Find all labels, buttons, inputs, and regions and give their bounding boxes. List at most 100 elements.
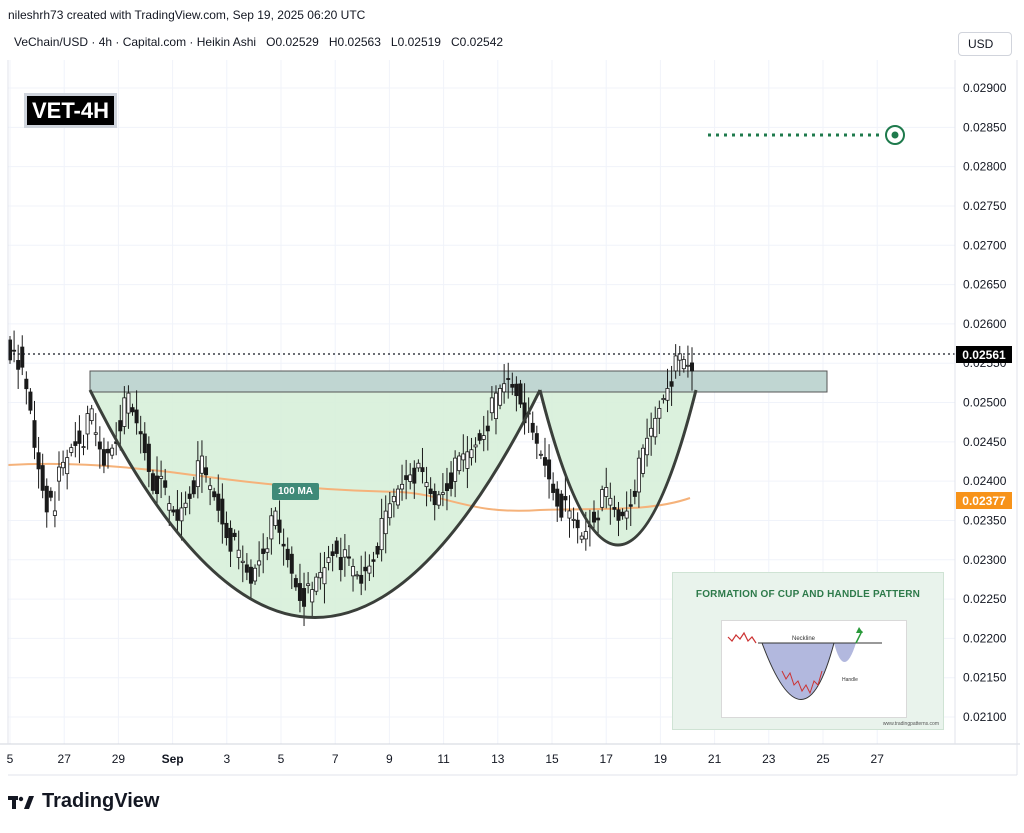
x-tick-label: 17 (600, 752, 614, 766)
x-tick-label: 29 (112, 752, 126, 766)
candle-body (657, 407, 662, 419)
candle-body (481, 435, 486, 440)
candle-body (387, 503, 392, 519)
candle-body (428, 488, 433, 495)
y-tick-label: 0.02850 (963, 120, 1007, 134)
candle-body (159, 475, 164, 479)
candle-body (342, 549, 347, 558)
last-price-badge: 0.02561 (956, 346, 1012, 363)
candle-body (510, 384, 515, 388)
candle-body (183, 502, 188, 508)
close-value: C0.02542 (451, 35, 504, 49)
x-tick-label: 5 (278, 752, 285, 766)
candle-body (367, 565, 372, 574)
candle-body (538, 453, 543, 456)
candle-body (253, 567, 258, 582)
y-tick-label: 0.02900 (963, 81, 1007, 95)
candle-body (322, 567, 327, 585)
candle-body (244, 564, 249, 573)
candle-body (555, 488, 560, 507)
candle-body (138, 431, 143, 435)
candle-body (477, 433, 482, 441)
candle-body (469, 449, 474, 459)
candle-body (12, 349, 17, 352)
candle-body (371, 559, 376, 562)
candle-body (530, 422, 535, 433)
y-axis-ticks: 0.02900 0.02850 0.02800 0.02750 0.02700 0.026… (963, 81, 1007, 724)
y-tick-label: 0.02250 (963, 592, 1007, 606)
inset-neckline-label: Neckline (792, 636, 816, 642)
candle-body (216, 493, 221, 511)
candle-body (65, 457, 70, 475)
candle-body (179, 507, 184, 522)
candle-body (465, 451, 470, 469)
low-value: L0.02519 (390, 35, 441, 49)
candle-body (681, 359, 686, 370)
x-tick-label: 3 (223, 752, 230, 766)
candle-body (612, 507, 617, 510)
y-tick-label: 0.02750 (963, 199, 1007, 213)
candle-body (661, 398, 666, 401)
candle-body (514, 383, 519, 397)
x-tick-label: 13 (491, 752, 505, 766)
candle-body (457, 455, 462, 472)
candle-body (334, 540, 339, 554)
candle-body (567, 510, 572, 519)
candle-body (632, 490, 637, 497)
candle-body (187, 493, 192, 499)
candle-body (297, 583, 302, 601)
inset-cup-handle-diagram: Neckline Handle (727, 627, 882, 700)
candle-body (604, 487, 609, 497)
candle-body (277, 519, 282, 533)
candle-body (669, 381, 674, 387)
high-value: H0.02563 (328, 35, 381, 49)
symbol-description[interactable]: VeChain/USD · 4h · Capital.com · Heikin … (14, 35, 257, 49)
candle-body (44, 485, 49, 513)
candle-body (48, 490, 53, 498)
candle-body (318, 572, 323, 579)
candle-body (485, 425, 490, 432)
x-tick-label: 19 (654, 752, 668, 766)
x-axis-ticks: 5 27 29 Sep 3 5 7 9 11 13 15 17 19 21 23 25 27 (7, 752, 885, 766)
candle-body (314, 576, 319, 592)
candle-body (306, 583, 311, 586)
ma-price-badge: 0.02377 (956, 492, 1012, 509)
candle-body (24, 378, 29, 390)
candle-body (583, 531, 588, 540)
y-tick-label: 0.02800 (963, 160, 1007, 174)
candle-body (326, 557, 331, 563)
candle-body (359, 574, 364, 584)
candle-body (624, 510, 629, 519)
candle-body (106, 448, 111, 454)
y-tick-label: 0.02100 (963, 710, 1007, 724)
currency-button[interactable]: USD (958, 32, 1012, 56)
candle-body (36, 452, 41, 470)
x-tick-label: 21 (708, 752, 722, 766)
candle-body (130, 407, 135, 413)
candle-body (81, 446, 86, 449)
candle-body (175, 509, 180, 521)
candle-body (7, 339, 12, 361)
candle-body (146, 443, 151, 472)
candle-body (677, 353, 682, 361)
candle-body (40, 465, 45, 491)
candle-body (383, 510, 388, 535)
candle-body (461, 453, 466, 461)
candle-body (400, 483, 405, 490)
cup-outline (88, 389, 542, 619)
x-tick-label: 15 (545, 752, 559, 766)
candle-body (518, 383, 523, 405)
symbol-legend: VeChain/USD · 4h · Capital.com · Heikin … (14, 35, 503, 49)
candle-body (351, 566, 356, 577)
candle-body (551, 483, 556, 493)
candlestick-series (7, 330, 695, 627)
x-tick-label: 5 (7, 752, 14, 766)
candle-body (665, 388, 670, 401)
candle-body (591, 511, 596, 523)
candle-body (506, 378, 511, 380)
tradingview-logo[interactable]: TradingView (8, 790, 159, 813)
candle-body (628, 504, 633, 507)
candle-body (449, 472, 454, 489)
candle-body (142, 433, 147, 454)
